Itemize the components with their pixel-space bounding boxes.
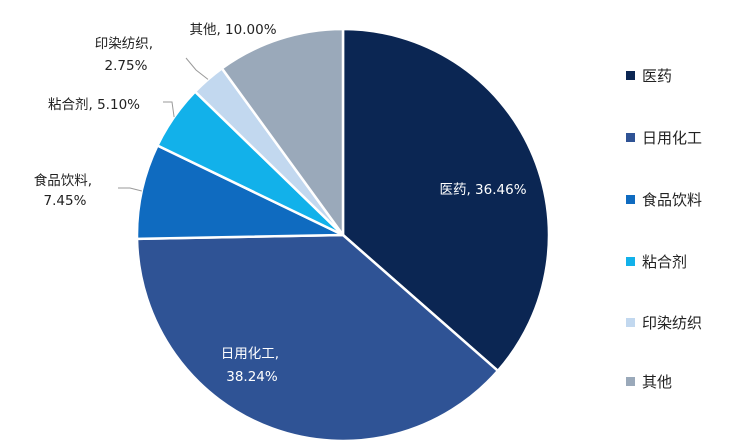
legend-label-yiyao: 医药: [642, 67, 672, 85]
data-label-yinranfangzhi: 印染纺织, 2.75%: [95, 36, 158, 74]
legend-swatch-riyonghuagong: [626, 133, 635, 142]
legend-swatch-zhanheji: [626, 257, 635, 266]
legend-swatch-qita: [626, 377, 635, 386]
legend: 医药 日用化工 食品饮料 粘合剂 印染纺织 其他: [626, 67, 702, 391]
data-label-qita: 其他, 10.00%: [189, 22, 276, 38]
leader-line-shipinyinliao: [118, 187, 142, 192]
legend-label-riyonghuagong: 日用化工: [642, 129, 702, 147]
pie-slice-qita: [220, 27, 345, 237]
leader-line-yinranfangzhi: [185, 57, 209, 80]
data-label-yiyao: 医药, 36.46%: [439, 182, 526, 198]
leader-line-zhanheji: [163, 101, 175, 118]
legend-label-qita: 其他: [642, 373, 672, 391]
legend-swatch-shipinyinliao: [626, 195, 635, 204]
pie-slice-yiyao: [341, 27, 551, 373]
data-label-shipinyinliao: 食品饮料, 7.45%: [34, 172, 97, 209]
data-label-zhanheji: 粘合剂, 5.10%: [48, 97, 140, 113]
legend-swatch-yiyao: [626, 71, 635, 80]
pie-slice-shipinyinliao: [135, 144, 345, 241]
pie-slice-riyonghuagong: [135, 233, 500, 443]
legend-swatch-yinranfangzhi: [626, 318, 635, 327]
legend-label-shipinyinliao: 食品饮料: [642, 191, 702, 209]
legend-label-zhanheji: 粘合剂: [642, 253, 687, 271]
pie-slices: [135, 27, 551, 443]
leader-lines: [118, 57, 209, 192]
data-label-riyonghuagong: 日用化工, 38.24%: [221, 346, 284, 385]
legend-label-yinranfangzhi: 印染纺织: [642, 314, 702, 332]
